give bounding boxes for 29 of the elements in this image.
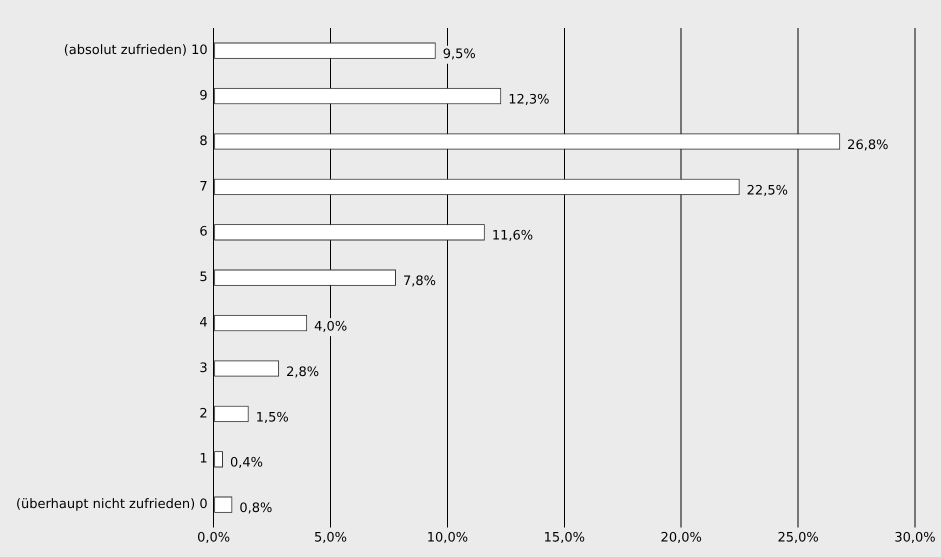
- x-tick-label: 20,0%: [660, 530, 702, 546]
- data-label: 1,5%: [256, 410, 289, 426]
- y-tick-label: 1: [199, 452, 208, 467]
- x-tick-label: 0,0%: [197, 530, 230, 546]
- data-label: 0,8%: [239, 501, 272, 516]
- data-label: 0,4%: [230, 456, 264, 471]
- data-label: 12,3%: [508, 92, 550, 108]
- x-tick-label: 30,0%: [894, 530, 936, 546]
- y-tick-label: 7: [199, 179, 208, 194]
- data-label: 4,0%: [314, 319, 348, 334]
- data-label: 9,5%: [442, 47, 476, 62]
- x-tick-label: 15,0%: [544, 530, 585, 546]
- data-label: 22,5%: [746, 183, 788, 198]
- x-tick-label: 5,0%: [314, 530, 348, 546]
- data-label: 11,6%: [492, 228, 534, 244]
- y-tick-label: 6: [199, 224, 208, 240]
- x-tick-label: 25,0%: [777, 530, 819, 546]
- x-tick-label: 10,0%: [426, 530, 468, 546]
- y-tick-label: 4: [199, 315, 208, 330]
- y-tick-label: 9: [199, 88, 208, 104]
- data-label: 2,8%: [286, 364, 320, 380]
- y-tick-label: 3: [199, 360, 208, 376]
- data-label: 7,8%: [402, 274, 436, 290]
- y-tick-label: (überhaupt nicht zufrieden) 0: [16, 497, 208, 512]
- y-tick-label: 5: [199, 270, 208, 286]
- y-tick-label: (absolut zufrieden) 10: [64, 43, 208, 58]
- data-label: 26,8%: [847, 138, 888, 153]
- y-tick-label: 2: [199, 406, 208, 422]
- y-tick-label: 8: [199, 134, 208, 149]
